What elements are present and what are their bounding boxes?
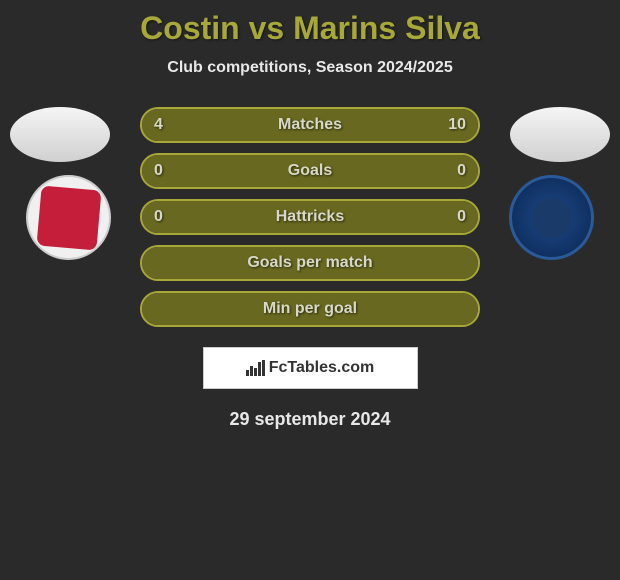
club-badge-right	[509, 175, 594, 260]
player-photo-right	[510, 107, 610, 162]
stat-bar: 4 Matches 10	[140, 107, 480, 143]
chart-icon	[246, 360, 265, 376]
stats-area: 4 Matches 10 0 Goals 0 0 Hattricks 0 Goals per ma…	[0, 107, 620, 327]
stat-bar: Min per goal	[140, 291, 480, 327]
club-badge-left	[26, 175, 111, 260]
stat-bar: 0 Hattricks 0	[140, 199, 480, 235]
stat-value-right: 0	[457, 162, 466, 180]
stat-bar: 0 Goals 0	[140, 153, 480, 189]
comparison-container: Costin vs Marins Silva Club competitions…	[0, 0, 620, 580]
stat-value-right: 0	[457, 208, 466, 226]
watermark-text: FcTables.com	[269, 359, 375, 377]
stat-label: Min per goal	[263, 300, 357, 318]
subtitle: Club competitions, Season 2024/2025	[0, 59, 620, 77]
stat-label: Goals	[288, 162, 332, 180]
stat-label: Hattricks	[276, 208, 344, 226]
stat-value-left: 4	[154, 116, 163, 134]
stat-value-right: 10	[448, 116, 466, 134]
watermark-box: FcTables.com	[203, 347, 418, 389]
player-photo-left	[10, 107, 110, 162]
stat-value-left: 0	[154, 162, 163, 180]
stat-fill-right	[236, 109, 478, 141]
stat-value-left: 0	[154, 208, 163, 226]
page-title: Costin vs Marins Silva	[0, 0, 620, 47]
stat-label: Matches	[278, 116, 342, 134]
stat-bar: Goals per match	[140, 245, 480, 281]
date-text: 29 september 2024	[0, 409, 620, 430]
stat-label: Goals per match	[247, 254, 372, 272]
